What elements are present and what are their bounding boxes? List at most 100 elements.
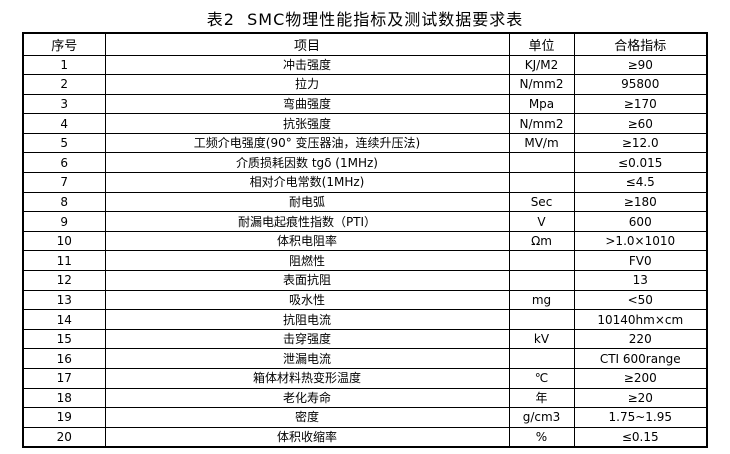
spec-cell: 1.75~1.95 bbox=[573, 407, 708, 428]
spec-cell: 13 bbox=[573, 270, 708, 291]
row-number-cell: 12 bbox=[22, 270, 106, 291]
table-row: 7 相对介电常数(1MHz) ≤4.5 bbox=[22, 172, 708, 193]
table-row: 4 抗张强度 N/mm2 ≥60 bbox=[22, 113, 708, 134]
unit-cell bbox=[508, 270, 575, 291]
spec-cell: ≥90 bbox=[573, 54, 708, 76]
table-header-row: 序号 项目 单位 合格指标 bbox=[22, 32, 708, 56]
item-cell: 抗阻电流 bbox=[104, 309, 510, 330]
unit-cell: mg bbox=[508, 289, 575, 311]
page-title: 表2 SMC物理性能指标及测试数据要求表 bbox=[206, 10, 524, 29]
row-number-cell: 4 bbox=[22, 113, 106, 134]
row-number-cell: 6 bbox=[22, 152, 106, 174]
table-row: 9 耐漏电起痕性指数（PTI） V 600 bbox=[22, 211, 708, 232]
item-cell: 泄漏电流 bbox=[104, 348, 510, 369]
row-number-cell: 3 bbox=[22, 93, 106, 115]
unit-cell: Mpa bbox=[508, 93, 575, 115]
spec-cell: ≥60 bbox=[573, 113, 708, 134]
spec-cell: FV0 bbox=[573, 250, 708, 272]
item-cell: 击穿强度 bbox=[104, 328, 510, 350]
spec-cell: ≤0.15 bbox=[573, 426, 708, 448]
item-cell: 抗张强度 bbox=[104, 113, 510, 134]
row-number-cell: 9 bbox=[22, 211, 106, 232]
unit-cell: kV bbox=[508, 328, 575, 350]
table-row: 12 表面抗阻 13 bbox=[22, 270, 708, 291]
item-cell: 老化寿命 bbox=[104, 387, 510, 409]
row-number-cell: 18 bbox=[22, 387, 106, 409]
item-cell: 相对介电常数(1MHz) bbox=[104, 172, 510, 193]
col-header-item: 项目 bbox=[104, 32, 510, 56]
unit-cell: Sec bbox=[508, 191, 575, 213]
table-row: 11 阻燃性 FV0 bbox=[22, 250, 708, 272]
table-row: 5 工频介电强度(90° 变压器油，连续升压法) MV/m ≥12.0 bbox=[22, 132, 708, 154]
table-row: 10 体积电阻率 Ωm >1.0×1010 bbox=[22, 230, 708, 252]
table-row: 3 弯曲强度 Mpa ≥170 bbox=[22, 93, 708, 115]
table-row: 2 拉力 N/mm2 95800 bbox=[22, 74, 708, 95]
item-cell: 弯曲强度 bbox=[104, 93, 510, 115]
spec-cell: >1.0×1010 bbox=[573, 230, 708, 252]
row-number-cell: 16 bbox=[22, 348, 106, 369]
unit-cell: V bbox=[508, 211, 575, 232]
item-cell: 表面抗阻 bbox=[104, 270, 510, 291]
item-cell: 工频介电强度(90° 变压器油，连续升压法) bbox=[104, 132, 510, 154]
spec-cell: ≥180 bbox=[573, 191, 708, 213]
table-row: 14 抗阻电流 10140hm×cm bbox=[22, 309, 708, 330]
unit-cell bbox=[508, 172, 575, 193]
col-header-spec: 合格指标 bbox=[573, 32, 708, 56]
table-row: 13 吸水性 mg <50 bbox=[22, 289, 708, 311]
unit-cell: 年 bbox=[508, 387, 575, 409]
unit-cell: g/cm3 bbox=[508, 407, 575, 428]
table-body: 1 冲击强度 KJ/M2 ≥90 2 拉力 N/mm2 95800 3 弯曲强度 Mpa ≥170 4 抗… bbox=[22, 54, 708, 448]
row-number-cell: 5 bbox=[22, 132, 106, 154]
row-number-cell: 7 bbox=[22, 172, 106, 193]
item-cell: 箱体材料热变形温度 bbox=[104, 368, 510, 389]
spec-cell: ≤0.015 bbox=[573, 152, 708, 174]
table-row: 20 体积收缩率% ≤0.15 bbox=[22, 426, 708, 448]
item-cell: 密度 bbox=[104, 407, 510, 428]
item-cell: 耐电弧 bbox=[104, 191, 510, 213]
row-number-cell: 13 bbox=[22, 289, 106, 311]
spec-cell: 10140hm×cm bbox=[573, 309, 708, 330]
spec-cell: ≥12.0 bbox=[573, 132, 708, 154]
col-header-unit: 单位 bbox=[508, 32, 575, 56]
table-row: 18 老化寿命年 ≥20 bbox=[22, 387, 708, 409]
spec-cell: ≥170 bbox=[573, 93, 708, 115]
row-number-cell: 17 bbox=[22, 368, 106, 389]
table-row: 15 击穿强度 kV 220 bbox=[22, 328, 708, 350]
unit-cell: MV/m bbox=[508, 132, 575, 154]
item-cell: 冲击强度 bbox=[104, 54, 510, 76]
table-row: 6 介质损耗因数 tgδ (1MHz) ≤0.015 bbox=[22, 152, 708, 174]
spec-cell: ≥20 bbox=[573, 387, 708, 409]
spec-cell: 220 bbox=[573, 328, 708, 350]
spec-cell: 600 bbox=[573, 211, 708, 232]
table-row: 17 箱体材料热变形温度 ℃ ≥200 bbox=[22, 368, 708, 389]
row-number-cell: 20 bbox=[22, 426, 106, 448]
unit-cell: Ωm bbox=[508, 230, 575, 252]
spec-cell: ≤4.5 bbox=[573, 172, 708, 193]
table-row: 8 耐电弧 Sec ≥180 bbox=[22, 191, 708, 213]
table-row: 16 泄漏电流 CTI 600range bbox=[22, 348, 708, 369]
row-number-cell: 14 bbox=[22, 309, 106, 330]
spec-cell: CTI 600range bbox=[573, 348, 708, 369]
row-number-cell: 8 bbox=[22, 191, 106, 213]
unit-cell: KJ/M2 bbox=[508, 54, 575, 76]
unit-cell: N/mm2 bbox=[508, 74, 575, 95]
unit-cell: N/mm2 bbox=[508, 113, 575, 134]
item-cell: 耐漏电起痕性指数（PTI） bbox=[104, 211, 510, 232]
spec-table: 序号 项目 单位 合格指标 1 冲击强度 KJ/M2 ≥90 2 拉力 N/mm2 95800 3 弯曲… bbox=[22, 32, 708, 448]
unit-cell: % bbox=[508, 426, 575, 448]
item-cell: 体积电阻率 bbox=[104, 230, 510, 252]
spec-cell: ≥200 bbox=[573, 368, 708, 389]
unit-cell bbox=[508, 250, 575, 272]
col-header-no: 序号 bbox=[22, 32, 106, 56]
table-row: 19 密度 g/cm3 1.75~1.95 bbox=[22, 407, 708, 428]
item-cell: 体积收缩率 bbox=[104, 426, 510, 448]
row-number-cell: 19 bbox=[22, 407, 106, 428]
spec-cell: 95800 bbox=[573, 74, 708, 95]
table-row: 1 冲击强度 KJ/M2 ≥90 bbox=[22, 54, 708, 76]
row-number-cell: 10 bbox=[22, 230, 106, 252]
row-number-cell: 11 bbox=[22, 250, 106, 272]
row-number-cell: 2 bbox=[22, 74, 106, 95]
item-cell: 拉力 bbox=[104, 74, 510, 95]
spec-cell: <50 bbox=[573, 289, 708, 311]
